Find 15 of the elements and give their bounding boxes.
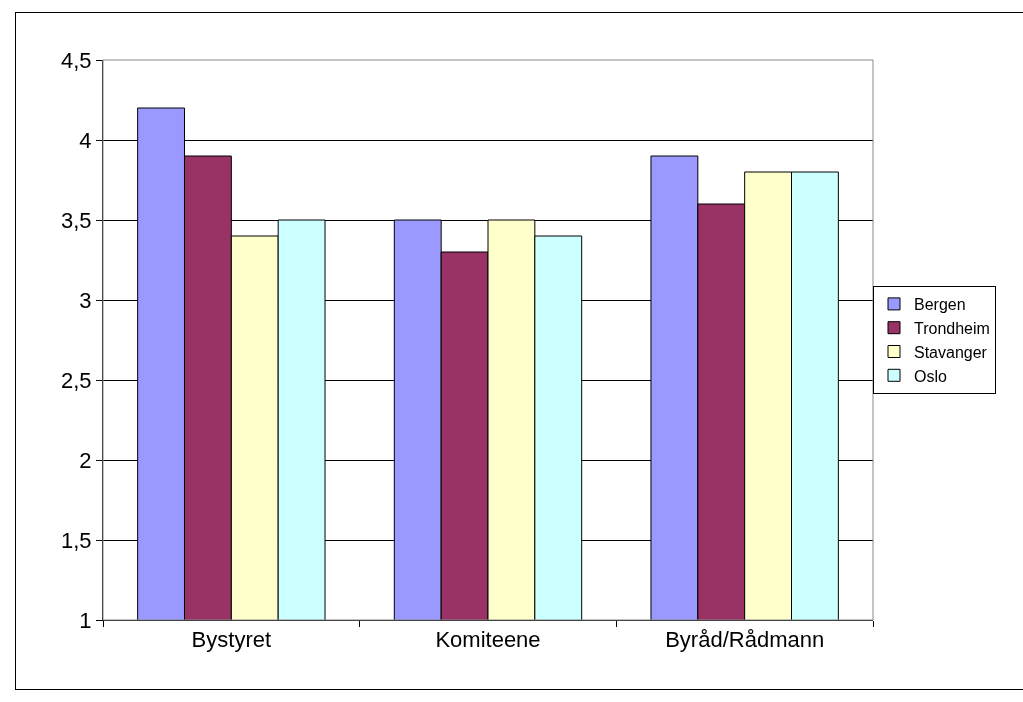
y-tick-label: 4,5 <box>61 47 92 73</box>
y-tick-label: 4 <box>79 127 92 153</box>
legend-label: Bergen <box>914 296 966 314</box>
y-tick-label: 1 <box>79 607 92 633</box>
y-tick-label: 3,5 <box>61 207 92 233</box>
y-tick-label: 3 <box>79 287 92 313</box>
y-tick-label: 2 <box>79 447 92 473</box>
legend-label: Trondheim <box>914 319 990 337</box>
legend-label: Stavanger <box>914 343 988 361</box>
y-tick-label: 1,5 <box>61 527 92 553</box>
legend-label: Oslo <box>914 367 947 385</box>
y-tick-label: 2,5 <box>61 367 92 393</box>
x-tick-label: Komiteene <box>435 627 541 653</box>
x-tick-label: Bystyret <box>191 627 272 653</box>
x-tick-label: Byråd/Rådmann <box>665 627 825 653</box>
